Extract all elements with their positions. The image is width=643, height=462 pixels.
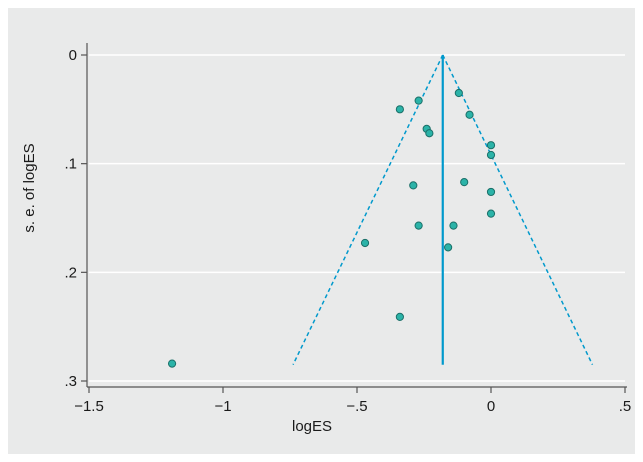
data-point: [395, 312, 404, 321]
funnel-right-line: [442, 54, 594, 366]
data-point: [486, 141, 496, 150]
data-point: [465, 110, 474, 119]
data-point: [454, 88, 463, 98]
funnel-left-line: [292, 54, 444, 366]
data-point: [414, 96, 423, 105]
x-axis-title: logES: [292, 418, 332, 435]
chart-panel: 0 .1 .2 .3 −1.5 −1 −.5 0 .5 logES s. e. of logES: [8, 8, 635, 454]
data-point: [425, 129, 434, 138]
data-point: [409, 181, 418, 190]
data-point: [460, 178, 469, 187]
y-tick-label: 0: [69, 47, 77, 64]
data-point: [444, 243, 453, 252]
data-point: [360, 238, 370, 248]
y-tick-label: .2: [64, 264, 77, 281]
data-point: [449, 221, 458, 230]
data-point: [395, 105, 404, 114]
data-point: [486, 187, 496, 197]
x-tick-label: .5: [619, 398, 632, 415]
funnel-plot: 0 .1 .2 .3 −1.5 −1 −.5 0 .5 logES s. e. of logES: [21, 43, 632, 435]
x-tick-label: 0: [487, 398, 495, 415]
y-tick-label: .1: [64, 156, 77, 173]
data-point: [486, 209, 496, 218]
x-tick-label: −.5: [346, 398, 367, 415]
y-tick-label: .3: [64, 373, 77, 390]
x-tick-label: −1.5: [74, 398, 104, 415]
x-tick-label: −1: [214, 398, 231, 415]
data-point: [414, 221, 423, 230]
data-point: [486, 150, 496, 160]
y-axis-title: s. e. of logES: [21, 143, 38, 232]
data-point: [167, 359, 177, 368]
